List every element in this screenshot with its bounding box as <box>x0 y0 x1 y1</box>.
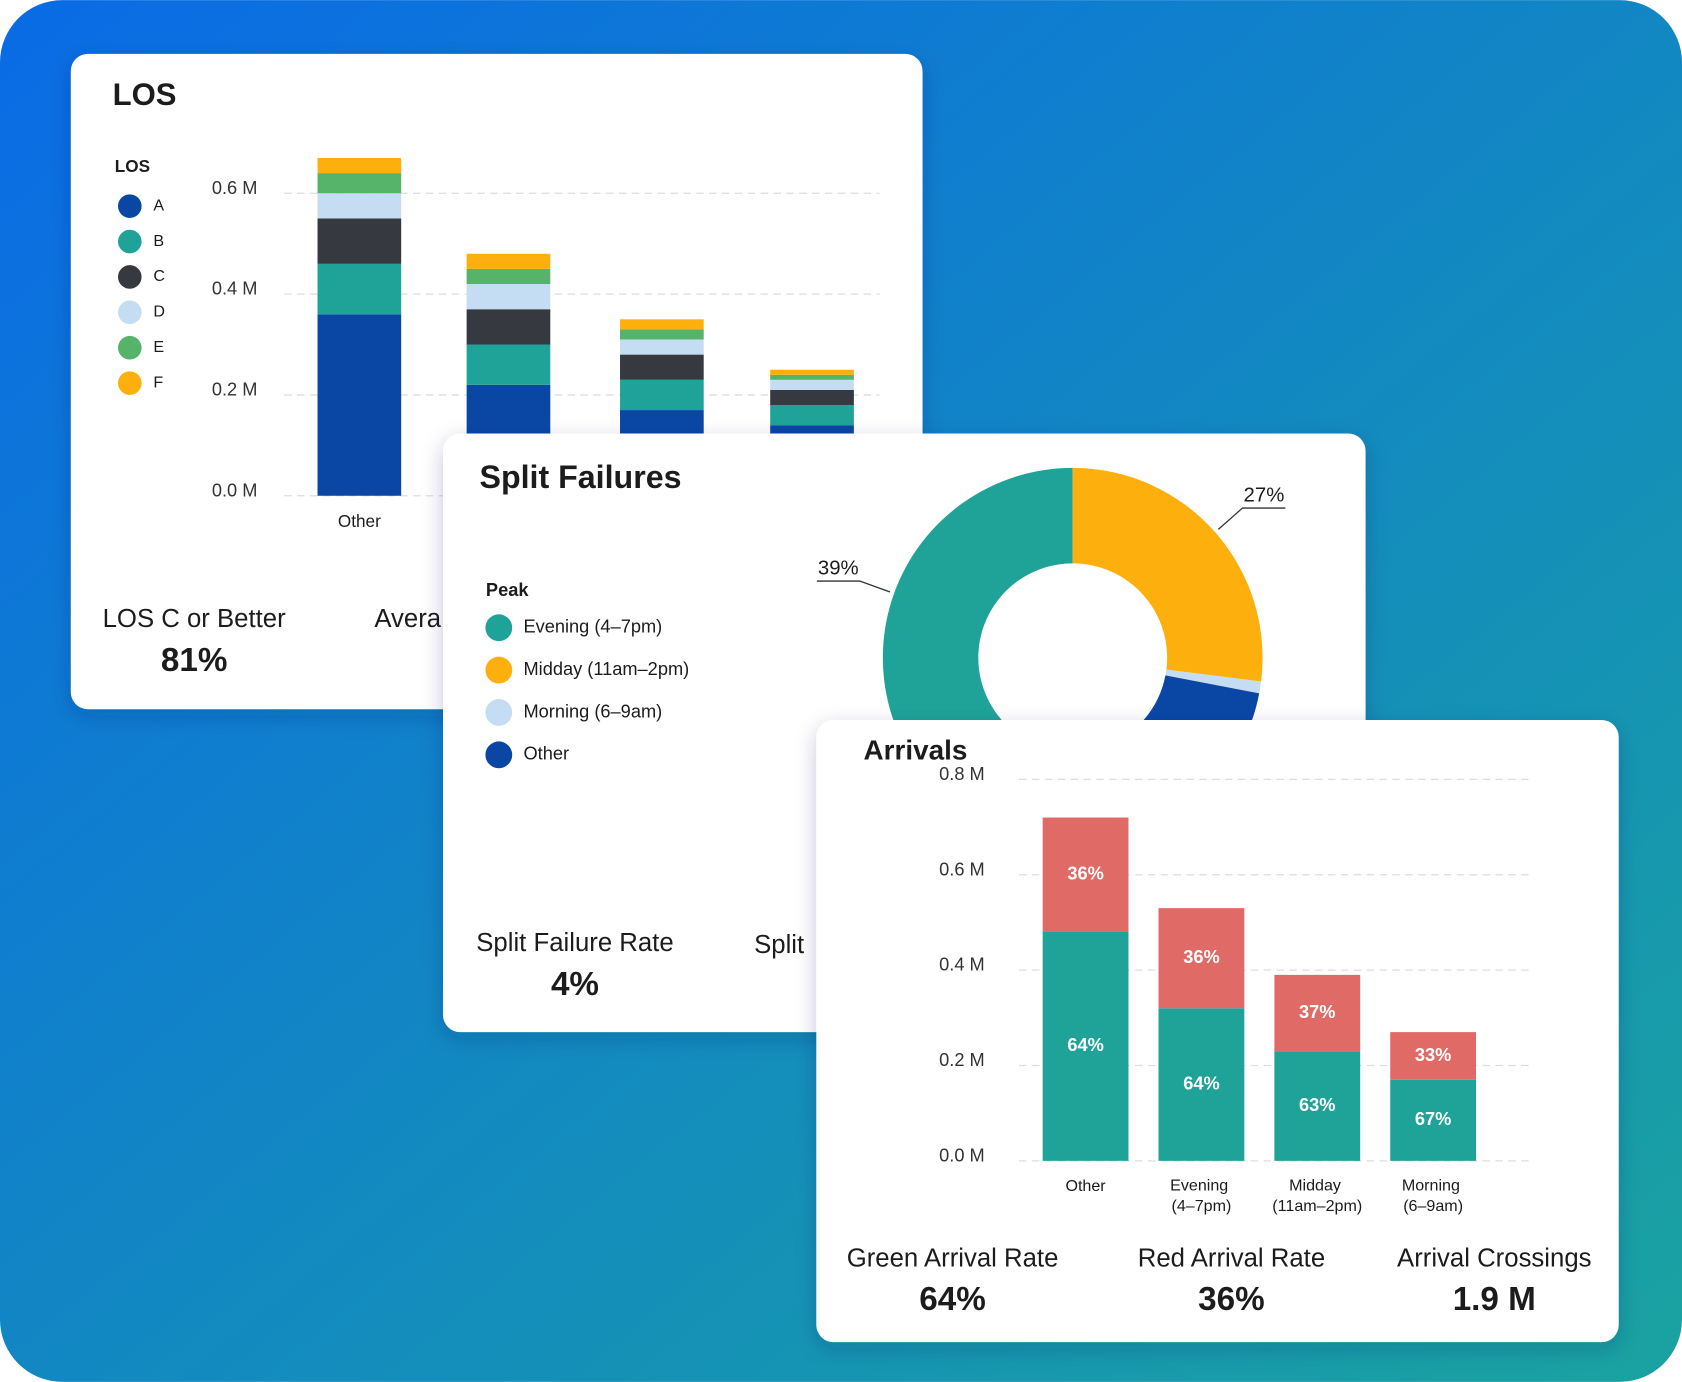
bar-segment <box>770 389 854 406</box>
bar-segment <box>620 339 704 355</box>
legend-title: LOS <box>115 156 150 176</box>
stat-value: 64% <box>919 1281 986 1318</box>
card-title: LOS <box>113 77 177 112</box>
bar-segment <box>466 284 551 310</box>
bar-segment <box>466 344 551 385</box>
y-tick-label: 0.2 M <box>212 378 258 399</box>
data-label: 37% <box>1299 1001 1335 1022</box>
donut-slice <box>1072 467 1263 682</box>
x-tick-label: Other <box>338 511 381 531</box>
legend-swatch <box>485 741 513 769</box>
data-label: 36% <box>1067 863 1103 884</box>
y-tick-label: 0.8 M <box>939 763 985 784</box>
stat-label: Green Arrival Rate <box>847 1244 1059 1272</box>
stat-label: Split Failure Rate <box>476 929 673 957</box>
data-label: 33% <box>1415 1044 1451 1065</box>
stat-label: LOS C or Better <box>103 605 286 633</box>
bar-segment <box>466 268 551 285</box>
bar-segment <box>1274 1051 1361 1161</box>
legend-swatch <box>485 614 513 642</box>
bar-segment <box>317 263 402 315</box>
legend-swatch <box>117 335 142 360</box>
bar-segment <box>770 405 854 426</box>
legend-label: B <box>153 232 164 250</box>
bar-segment <box>317 218 402 264</box>
data-label: 36% <box>1183 946 1219 967</box>
bar-segment <box>1158 908 1245 1009</box>
legend-label: D <box>153 303 165 321</box>
y-tick-label: 0.4 M <box>212 278 258 299</box>
data-label: 64% <box>1067 1034 1103 1055</box>
arrivals-card: 0.0 M 0.2 M 0.4 M 0.6 M 0.8 M 64% 36% Other 64% 3… <box>816 719 1619 1343</box>
data-label: 27% <box>1244 485 1285 507</box>
y-tick-label: 0.6 M <box>212 177 258 198</box>
leader-line <box>816 580 891 593</box>
bar-segment <box>317 157 402 174</box>
legend-swatch <box>117 371 142 395</box>
data-label: 39% <box>818 558 859 580</box>
bar-segment <box>770 379 854 390</box>
y-tick-label: 0.2 M <box>939 1049 985 1070</box>
y-tick-label: 0.0 M <box>939 1144 985 1165</box>
stat-label: Avera <box>374 605 441 633</box>
data-label: 64% <box>1183 1072 1219 1093</box>
stat-value: 4% <box>551 966 599 1003</box>
y-tick-label: 0.4 M <box>939 954 985 975</box>
legend-swatch <box>485 656 513 684</box>
bar-segment <box>1274 974 1361 1052</box>
bar-segment <box>620 329 704 340</box>
legend-swatch <box>117 300 142 325</box>
legend-swatch <box>117 265 142 289</box>
bar-segment <box>620 379 704 411</box>
leader-line <box>1217 507 1286 530</box>
x-tick-label: Morning (6–9am) <box>1402 1177 1465 1215</box>
data-label: 63% <box>1299 1094 1335 1115</box>
legend-swatch <box>117 194 142 218</box>
legend-label: Evening (4–7pm) <box>523 616 662 637</box>
stat-label: Arrival Crossings <box>1397 1244 1591 1272</box>
legend-label: C <box>153 267 165 285</box>
card-title: Split Failures <box>479 459 681 495</box>
legend-label: A <box>153 196 164 214</box>
bar-segment <box>1042 817 1129 932</box>
bar-segment <box>317 314 402 496</box>
legend-label: Morning (6–9am) <box>523 700 662 721</box>
bar-segment <box>1042 931 1129 1161</box>
bar-segment <box>466 309 551 345</box>
y-tick-label: 0.6 M <box>939 858 985 879</box>
stat-label: Red Arrival Rate <box>1138 1244 1325 1272</box>
legend-label: Other <box>523 743 569 764</box>
x-tick-label: Evening (4–7pm) <box>1170 1177 1233 1215</box>
legend-label: F <box>153 373 163 391</box>
bar-segment <box>317 173 402 194</box>
legend-label: Midday (11am–2pm) <box>523 658 689 679</box>
data-label: 67% <box>1415 1108 1451 1129</box>
bar-segment <box>620 354 704 380</box>
legend-title: Peak <box>486 579 529 600</box>
stat-value: 1.9 M <box>1453 1281 1536 1318</box>
card-title: Arrivals <box>864 735 968 766</box>
y-tick-label: 0.0 M <box>212 479 258 500</box>
stat-value: 36% <box>1198 1281 1265 1318</box>
bar-segment <box>1158 1008 1245 1161</box>
bar-segment <box>317 193 402 219</box>
bar-segment <box>620 319 704 330</box>
x-tick-label: Midday (11am–2pm) <box>1272 1177 1362 1215</box>
bar-segment <box>770 369 854 375</box>
bar-segment <box>1390 1079 1477 1161</box>
stat-label: Split <box>754 931 804 959</box>
x-tick-label: Other <box>1065 1177 1106 1195</box>
stat-value: 81% <box>161 642 228 679</box>
bar-segment <box>466 253 551 269</box>
legend-swatch <box>485 699 513 726</box>
legend-swatch <box>117 229 142 254</box>
bar-segment <box>1390 1032 1477 1080</box>
legend-label: E <box>153 338 164 356</box>
bar-segment <box>770 374 854 380</box>
donut-slice <box>1165 669 1262 694</box>
